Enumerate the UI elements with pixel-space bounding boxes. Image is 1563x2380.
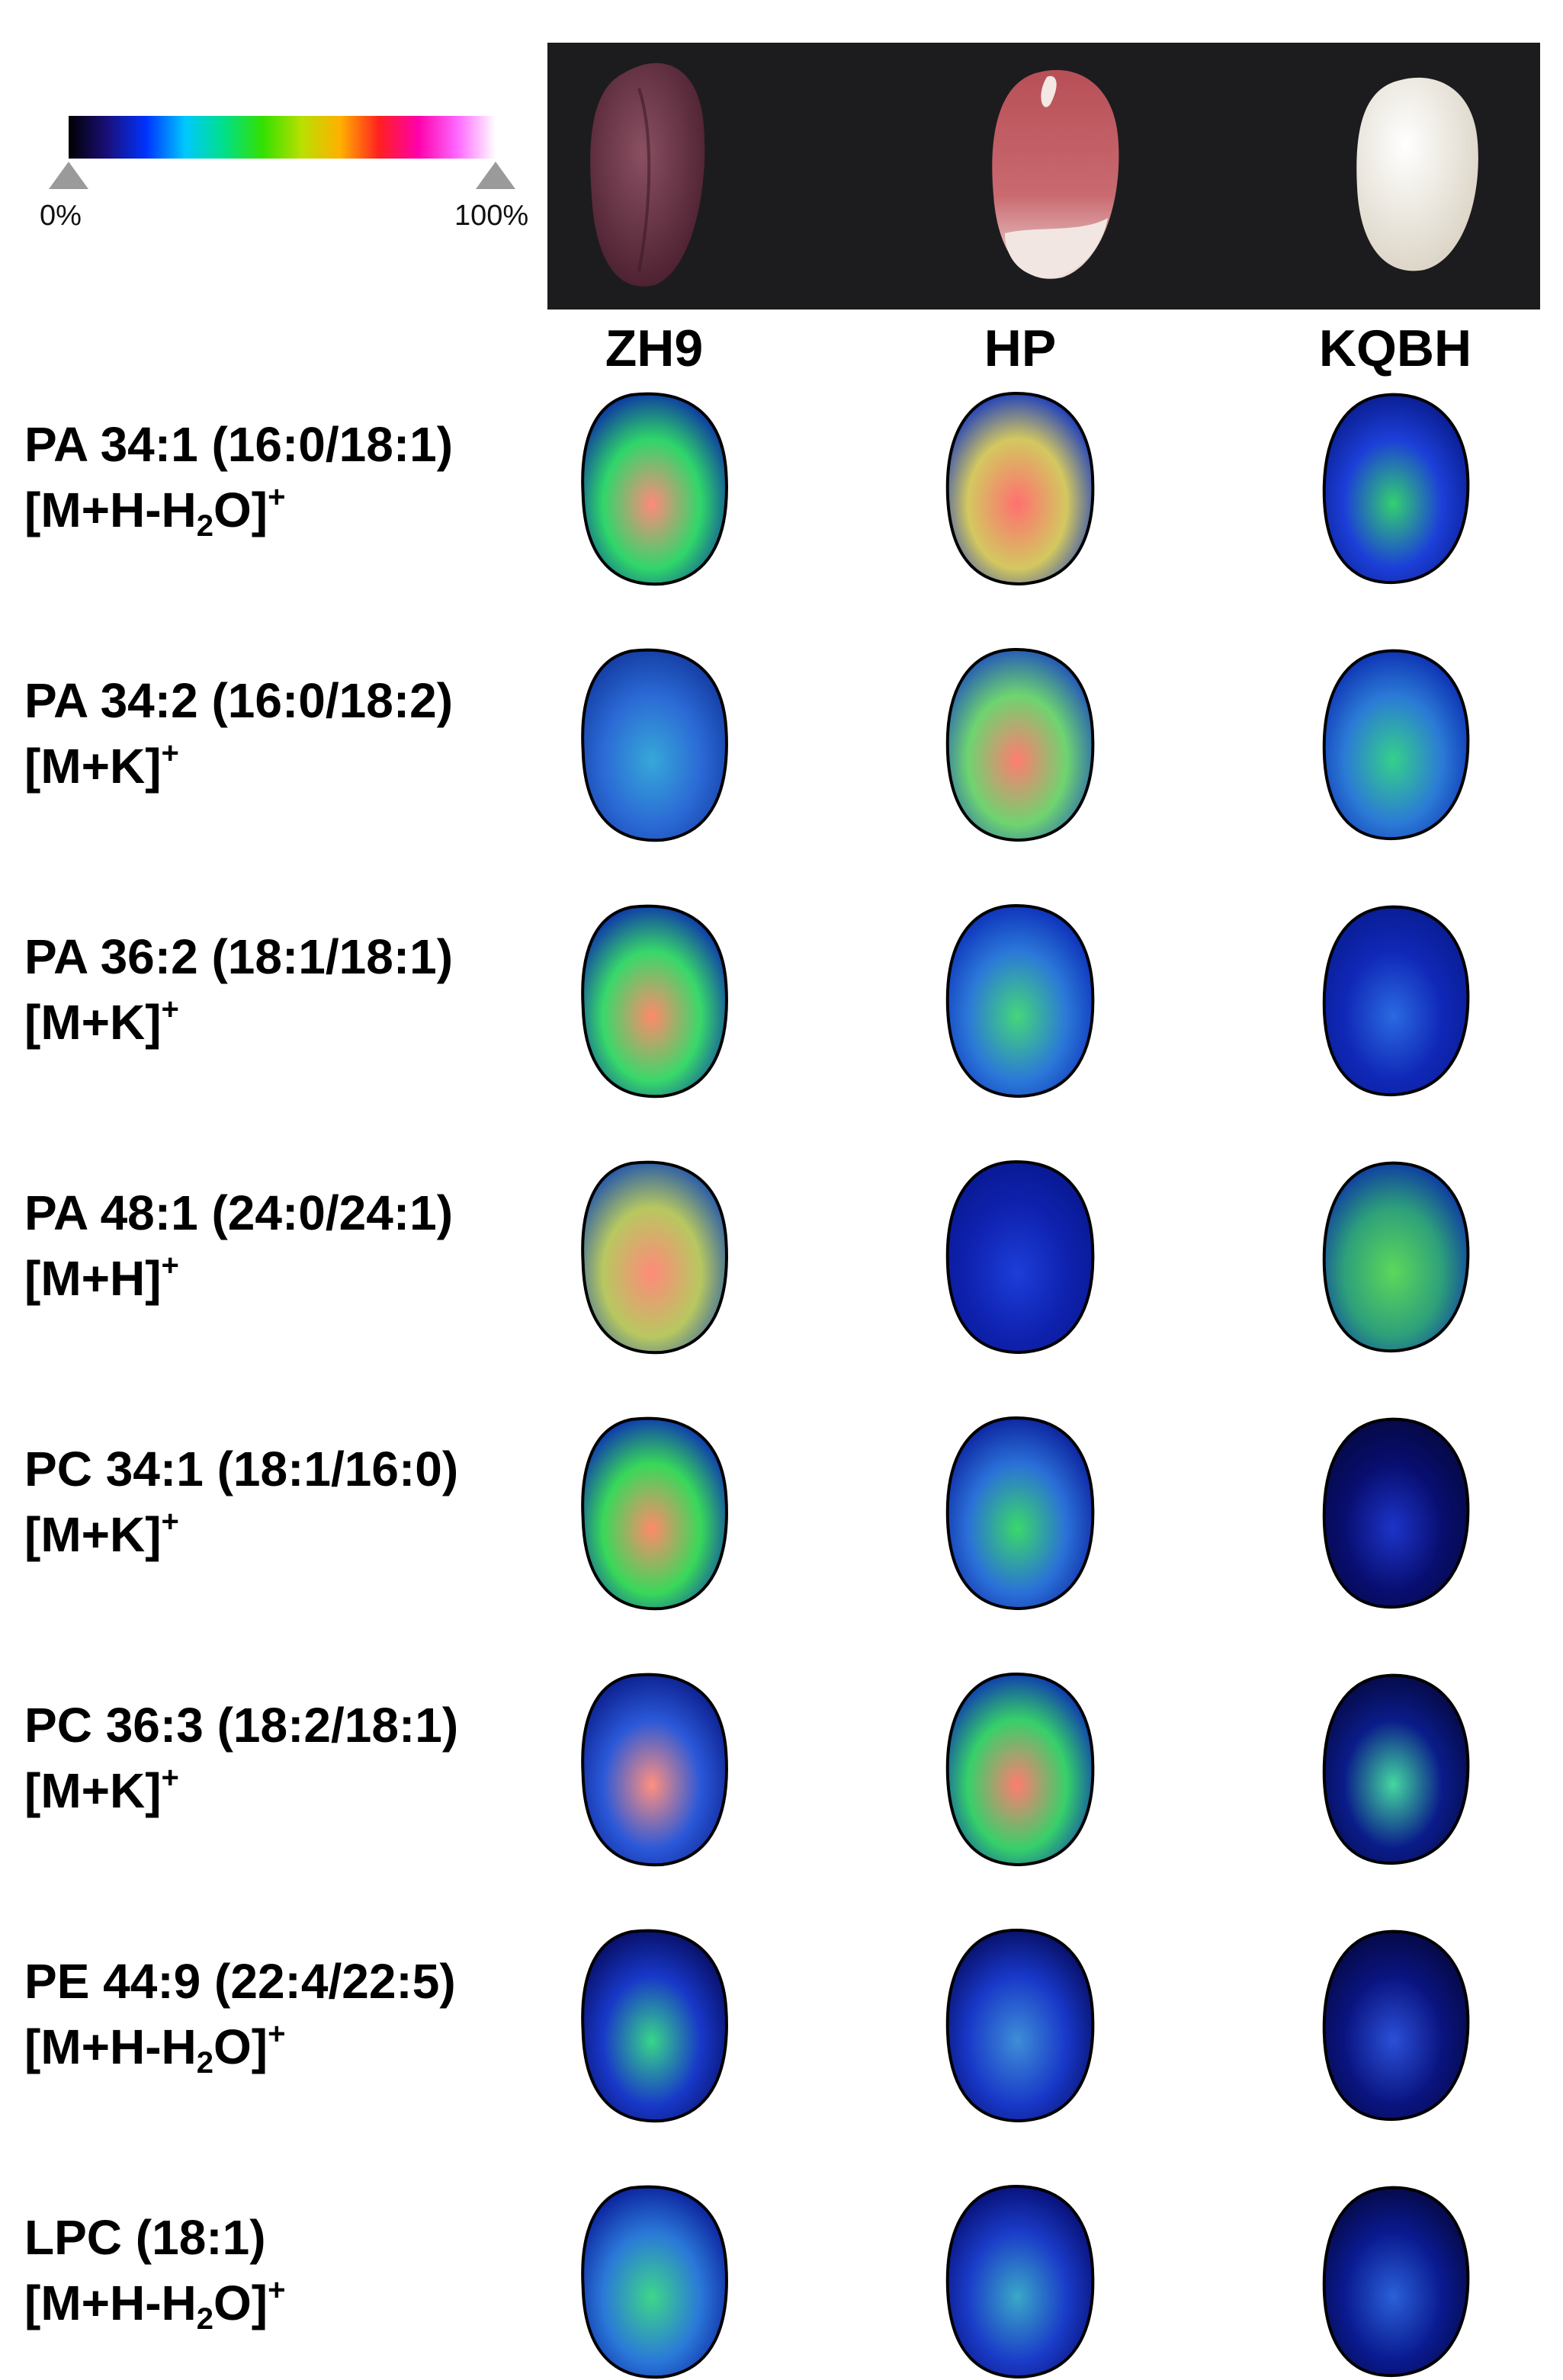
seed-image-hp (944, 1670, 1096, 1868)
row-label: PA 36:2 (18:1/18:1) [M+K]+ (24, 924, 573, 1055)
seed-image-kqbh (1319, 1926, 1472, 2124)
seed-image-kqbh (1319, 1413, 1472, 1612)
lipid-name: PA 34:2 (16:0/18:2) (24, 673, 454, 728)
scale-max-marker (476, 162, 515, 189)
lipid-name: LPC (18:1) (24, 2210, 266, 2265)
row-label: PC 36:3 (18:2/18:1) [M+K]+ (24, 1692, 573, 1823)
seed-image-kqbh (1319, 1157, 1472, 1355)
seed-heatmap (945, 903, 1095, 1099)
adduct-label: [M+H-H2O]+ (24, 480, 286, 543)
seed-heatmap (1322, 1161, 1470, 1353)
color-scale-bar (69, 116, 496, 159)
seed-heatmap (945, 1672, 1095, 1867)
seed-heatmap (581, 392, 728, 586)
seed-image-zh9 (578, 1670, 730, 1868)
seed-heatmap (581, 1673, 728, 1867)
seed-heatmap (1322, 1673, 1470, 1865)
row-label: PA 34:1 (16:0/18:1) [M+H-H2O]+ (24, 412, 573, 543)
lipid-name: PC 34:1 (18:1/16:0) (24, 1442, 459, 1496)
seed-heatmap (581, 2185, 728, 2379)
seed-image-zh9 (578, 1413, 730, 1612)
row-label: PA 34:2 (16:0/18:2) [M+K]+ (24, 668, 573, 799)
column-header-zh9: ZH9 (605, 319, 704, 377)
seed-image-kqbh (1319, 901, 1472, 1099)
seed-image-kqbh (1319, 645, 1472, 843)
lipid-name: PA 36:2 (18:1/18:1) (24, 929, 454, 984)
column-header-kqbh: KQBH (1318, 319, 1472, 377)
lipid-name: PC 36:3 (18:2/18:1) (24, 1698, 459, 1753)
seed-image-zh9 (578, 901, 730, 1099)
seed-image-hp (944, 645, 1096, 843)
adduct-label: [M+K]+ (24, 1761, 179, 1818)
seed-heatmap (1322, 649, 1470, 841)
seed-heatmap (945, 2184, 1095, 2379)
adduct-label: [M+H-H2O]+ (24, 2273, 286, 2336)
row-label: PA 48:1 (24:0/24:1) [M+H]+ (24, 1180, 573, 1311)
seed-image-hp (944, 1413, 1096, 1612)
seed-heatmap (1322, 393, 1470, 585)
adduct-label: [M+K]+ (24, 993, 179, 1050)
adduct-label: [M+H-H2O]+ (24, 2017, 286, 2080)
seed-image-zh9 (578, 389, 730, 587)
scale-min-label: 0% (40, 200, 82, 232)
seed-heatmap (1322, 905, 1470, 1097)
photo-seed-kqbh (1356, 77, 1478, 271)
seed-heatmap (945, 1160, 1095, 1355)
peanut-photo (547, 43, 1540, 310)
seed-image-zh9 (578, 645, 730, 843)
photo-seed-hp (992, 69, 1119, 279)
lipid-name: PE 44:9 (22:4/22:5) (24, 1954, 456, 2009)
seed-image-hp (944, 2182, 1096, 2380)
adduct-label: [M+K]+ (24, 1505, 179, 1562)
seed-image-zh9 (578, 1157, 730, 1355)
seed-heatmap (945, 391, 1095, 586)
color-scale-gradient (69, 116, 496, 159)
adduct-label: [M+H]+ (24, 1249, 179, 1306)
seed-heatmap (1322, 2186, 1470, 2378)
seed-heatmap (945, 647, 1095, 842)
seed-heatmap (1322, 1417, 1470, 1609)
seed-image-zh9 (578, 2182, 730, 2380)
lipid-name: PA 34:1 (16:0/18:1) (24, 417, 454, 472)
seed-image-kqbh (1319, 1670, 1472, 1868)
seed-heatmap (1322, 1929, 1470, 2122)
scale-max-label: 100% (454, 200, 529, 232)
seed-heatmap (581, 648, 728, 842)
column-header-hp: HP (984, 319, 1057, 377)
seed-image-hp (944, 389, 1096, 587)
seed-image-hp (944, 901, 1096, 1099)
seed-image-hp (944, 1157, 1096, 1355)
scale-min-marker (49, 162, 88, 189)
seed-image-zh9 (578, 1926, 730, 2124)
photo-seed-zh9 (590, 63, 705, 287)
seed-heatmap (581, 904, 728, 1099)
seed-heatmap (581, 1160, 728, 1355)
seed-image-hp (944, 1926, 1096, 2124)
seed-heatmap (581, 1416, 728, 1611)
seed-heatmap (581, 1929, 728, 2123)
seed-heatmap (945, 1928, 1095, 2123)
row-label: PC 34:1 (18:1/16:0) [M+K]+ (24, 1436, 573, 1567)
seed-image-kqbh (1319, 2182, 1472, 2380)
adduct-label: [M+K]+ (24, 736, 179, 794)
row-label: LPC (18:1) [M+H-H2O]+ (24, 2205, 573, 2336)
lipid-name: PA 48:1 (24:0/24:1) (24, 1185, 454, 1240)
seed-heatmap (945, 1416, 1095, 1611)
seed-image-kqbh (1319, 389, 1472, 587)
row-label: PE 44:9 (22:4/22:5) [M+H-H2O]+ (24, 1949, 573, 2080)
